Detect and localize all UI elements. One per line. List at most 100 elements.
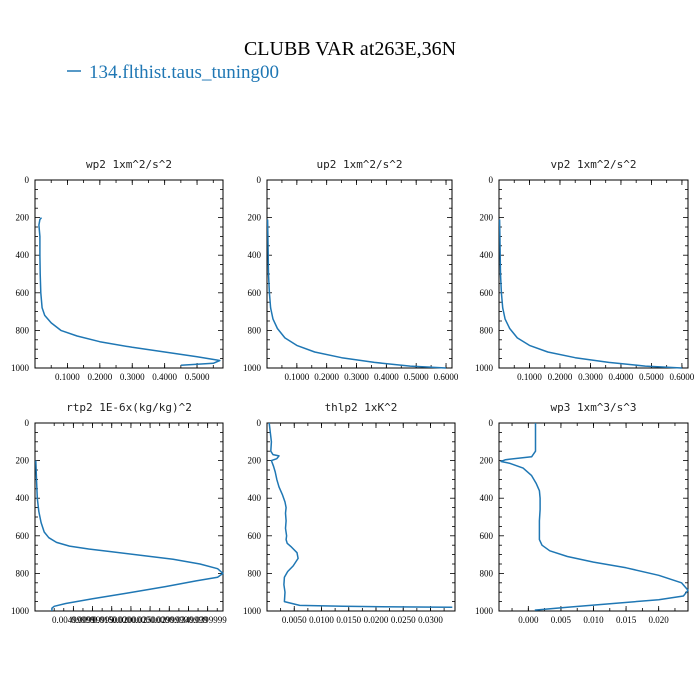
chart-panel-1: wp2 1xm^2/s^2 0 200 400 600 800 1000 0.1000 0.20… xyxy=(11,158,224,382)
plot-frame xyxy=(266,422,456,612)
x-tick-label: 0.1000 xyxy=(284,372,309,382)
x-tick-label: 0.005 xyxy=(551,615,572,625)
y-tick-label: 400 xyxy=(480,493,494,503)
x-tick-label: 0.00999999 xyxy=(71,615,114,625)
x-tick-label: 0.0250 xyxy=(391,615,416,625)
plot-frame xyxy=(498,179,689,369)
chart-panel-3: vp2 1xm^2/s^2 0 200 400 600 800 1000 0.1000 0.20… xyxy=(475,158,695,382)
x-tick-label: 0.4000 xyxy=(609,372,634,382)
y-tick-label: 800 xyxy=(248,568,262,578)
x-tick-label: 0.020 xyxy=(649,615,670,625)
y-tick-label: 0 xyxy=(257,175,262,185)
x-tick-label: 0.010 xyxy=(583,615,604,625)
y-tick-label: 400 xyxy=(16,493,30,503)
series-line xyxy=(498,219,682,369)
legend-label: 134.flthist.taus_tuning00 xyxy=(89,62,279,83)
x-tick-label: 0.3000 xyxy=(578,372,603,382)
x-tick-label: 0.0200000 xyxy=(112,615,151,625)
chart-panel-6: wp3 1xm^3/s^3 0 200 400 600 800 1000 0.000 0.005… xyxy=(475,401,689,625)
x-tick-label: 0.5000 xyxy=(404,372,429,382)
y-tick-label: 800 xyxy=(16,568,30,578)
y-tick-label: 200 xyxy=(248,456,262,466)
y-tick-label: 200 xyxy=(16,456,30,466)
y-tick-label: 800 xyxy=(480,325,494,335)
panel-title: up2 1xm^2/s^2 xyxy=(316,158,402,171)
x-tick-label: 0.0100 xyxy=(309,615,334,625)
y-tick-label: 1000 xyxy=(475,606,494,616)
figure-title: CLUBB VAR at263E,36N xyxy=(244,38,456,60)
x-tick-label: 0.015 xyxy=(616,615,637,625)
y-tick-label: 800 xyxy=(480,568,494,578)
x-tick-label: 0.2000 xyxy=(548,372,573,382)
y-tick-label: 200 xyxy=(480,213,494,223)
x-tick-label: 0.0150 xyxy=(336,615,361,625)
plot-frame xyxy=(498,422,689,612)
x-tick-label: 0.0050 xyxy=(282,615,307,625)
panel-title: wp2 1xm^2/s^2 xyxy=(86,158,172,171)
x-tick-label: 0.5000 xyxy=(185,372,210,382)
series-line xyxy=(38,217,221,366)
panel-title: thlp2 1xK^2 xyxy=(325,401,398,414)
x-tick-label: 0.0250000 xyxy=(131,615,170,625)
x-tick-label: 0.0349999 xyxy=(169,615,208,625)
x-tick-label: 0.000 xyxy=(518,615,539,625)
x-tick-label: 0.0200 xyxy=(364,615,389,625)
plot-frame xyxy=(266,179,453,369)
y-tick-label: 1000 xyxy=(11,606,30,616)
y-tick-label: 800 xyxy=(248,325,262,335)
y-tick-label: 0 xyxy=(25,175,30,185)
y-tick-label: 1000 xyxy=(243,363,262,373)
x-tick-label: 0.6000 xyxy=(434,372,459,382)
y-tick-label: 600 xyxy=(248,531,262,541)
panel-title: wp3 1xm^3/s^3 xyxy=(550,401,636,414)
y-tick-label: 600 xyxy=(480,531,494,541)
series-line xyxy=(266,219,447,369)
plot-frame xyxy=(34,422,224,612)
y-tick-label: 0 xyxy=(489,418,494,428)
x-tick-label: 0.3000 xyxy=(344,372,369,382)
y-tick-label: 400 xyxy=(16,250,30,260)
x-tick-label: 0.2000 xyxy=(314,372,339,382)
chart-panel-2: up2 1xm^2/s^2 0 200 400 600 800 1000 0.1000 0.20… xyxy=(243,158,459,382)
x-tick-label: 0.4000 xyxy=(152,372,177,382)
y-tick-label: 1000 xyxy=(11,363,30,373)
y-tick-label: 1000 xyxy=(475,363,494,373)
x-tick-label: 0.1000 xyxy=(55,372,80,382)
y-tick-label: 200 xyxy=(248,213,262,223)
series-line xyxy=(500,423,689,611)
plot-frame xyxy=(34,179,224,369)
series-line xyxy=(35,460,224,611)
y-tick-label: 600 xyxy=(16,531,30,541)
y-tick-label: 0 xyxy=(489,175,494,185)
y-tick-label: 0 xyxy=(257,418,262,428)
y-tick-label: 600 xyxy=(248,288,262,298)
x-tick-label: 0.0150000 xyxy=(93,615,132,625)
panel-title: rtp2 1E-6x(kg/kg)^2 xyxy=(66,401,192,414)
series-line xyxy=(268,422,453,608)
x-tick-label: 0.0300 xyxy=(418,615,443,625)
x-tick-label: 0.0399999 xyxy=(189,615,228,625)
y-tick-label: 400 xyxy=(248,250,262,260)
x-tick-label: 0.00499999 xyxy=(52,615,95,625)
x-tick-label: 0.2000 xyxy=(87,372,112,382)
x-tick-label: 0.0299999 xyxy=(150,615,189,625)
y-tick-label: 200 xyxy=(480,456,494,466)
legend: 134.flthist.taus_tuning00 xyxy=(67,62,279,83)
y-tick-label: 0 xyxy=(25,418,30,428)
x-tick-label: 0.4000 xyxy=(374,372,399,382)
y-tick-label: 400 xyxy=(480,250,494,260)
y-tick-label: 1000 xyxy=(243,606,262,616)
y-tick-label: 600 xyxy=(480,288,494,298)
y-tick-label: 800 xyxy=(16,325,30,335)
x-tick-label: 0.3000 xyxy=(120,372,145,382)
y-tick-label: 400 xyxy=(248,493,262,503)
y-tick-label: 600 xyxy=(16,288,30,298)
panel-title: vp2 1xm^2/s^2 xyxy=(550,158,636,171)
x-tick-label: 0.1000 xyxy=(517,372,542,382)
x-tick-label: 0.6000 xyxy=(670,372,695,382)
panels: wp2 1xm^2/s^2 0 200 400 600 800 1000 0.1000 0.20… xyxy=(11,158,695,625)
chart-panel-4: rtp2 1E-6x(kg/kg)^2 0 200 400 600 800 1000 0.00… xyxy=(11,401,227,625)
x-tick-label: 0.5000 xyxy=(639,372,664,382)
chart-panel-5: thlp2 1xK^2 0 200 400 600 800 1000 0.0050 0.0100… xyxy=(243,401,456,625)
